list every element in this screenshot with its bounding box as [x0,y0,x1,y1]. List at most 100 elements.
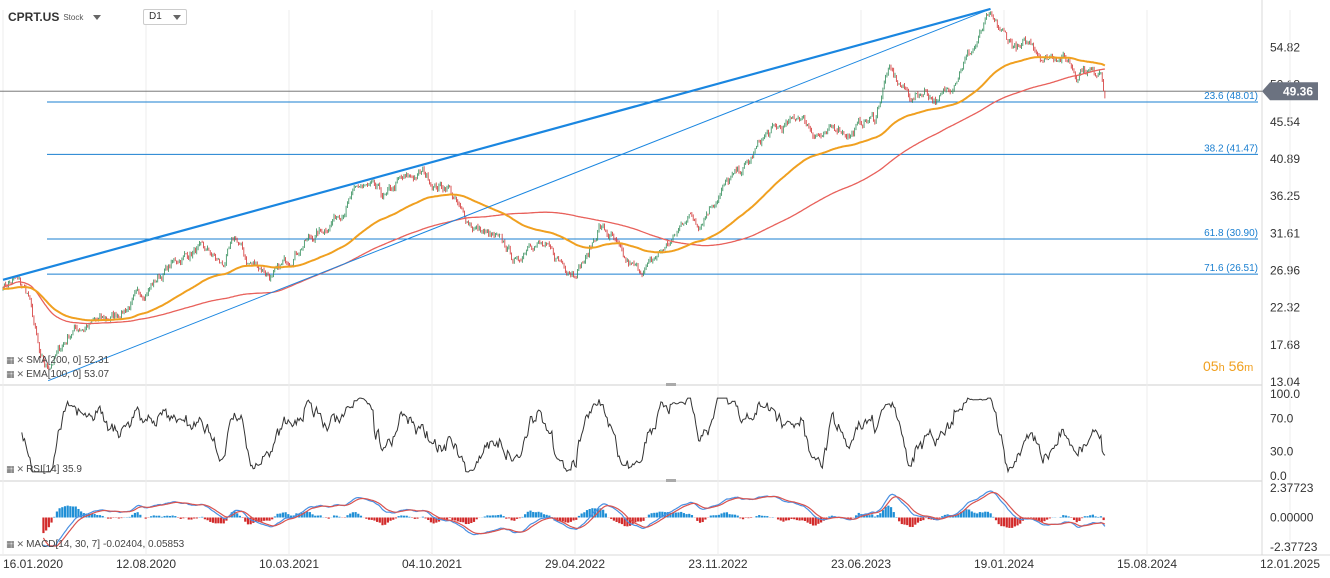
macd-hist-bar [276,513,279,518]
rsi-line [21,397,1106,474]
macd-hist-bar [233,511,236,518]
ema-legend[interactable]: ▦ ✕ EMA [100, 0] 53.07 [6,369,109,380]
macd-legend[interactable]: ▦ ✕ MACD [14, 30, 7] -0.02404 , 0.05853 [6,539,184,550]
macd-hist-bar [854,515,858,518]
macd-hist-bar [634,517,637,523]
macd-hist-bar [575,517,578,520]
macd-hist-bar [71,506,75,518]
close-icon[interactable]: ✕ [16,355,25,365]
rsi-legend[interactable]: ▦ ✕ RSI [14] 35.9 [6,464,82,475]
macd-hist-bar [1048,517,1051,519]
time-tick-label: 29.04.2022 [545,557,605,571]
macd-params: [14, 30, 7] [55,539,100,550]
current-price-value: 49.36 [1283,85,1313,99]
macd-tick-label: 2.37723 [1270,481,1314,495]
macd-hist-bar [365,517,368,519]
macd-hist-bar [316,515,320,518]
timeframe-selector[interactable]: D1 [143,9,187,25]
close-icon[interactable]: ✕ [16,464,25,474]
macd-hist-bar [577,515,581,518]
macd-hist-bar [615,517,618,522]
macd-hist-bar [244,517,247,522]
macd-hist-bar [268,517,271,521]
macd-hist-bar [160,516,163,518]
macd-hist-bar [604,513,607,518]
grid-icon[interactable]: ▦ [6,464,15,474]
rsi-params: [14] [42,464,60,475]
rsi-value: 35.9 [62,464,82,475]
current-price-tag [1262,82,1318,101]
macd-hist-bar [435,517,438,523]
macd-hist-bar [400,515,403,518]
macd-hist-bar [569,517,572,522]
countdown-minutes: 56 [1228,358,1245,374]
ema-line [2,56,1106,322]
macd-hist-bar [782,517,785,522]
macd-hist-bar [650,513,653,518]
macd-hist-bar [790,517,793,519]
macd-hist-bar [1075,517,1078,523]
macd-hist-bar [144,517,147,519]
macd-hist-bar [580,513,583,518]
macd-hist-bar [131,514,134,518]
macd-hist-bar [499,514,503,518]
macd-hist-bar [238,515,241,518]
sma-params: [200, 0] [47,355,82,366]
grid-icon[interactable]: ▦ [6,355,15,365]
price-tick-label: 26.96 [1270,264,1300,278]
rsi-tick-label: 70.0 [1270,412,1294,426]
dropdown-caret-icon[interactable] [173,15,181,20]
macd-hist-bar [558,517,562,522]
macd-hist-bar [171,515,174,518]
macd-hist-bar [828,516,831,518]
macd-hist-bar [168,515,172,518]
close-icon[interactable]: ✕ [16,539,25,549]
macd-hist-bar [448,517,451,519]
macd-hist-bar [74,506,77,518]
macd-hist-bar [1035,517,1038,521]
macd-hist-bar [712,515,715,518]
macd-hist-bar [976,513,979,518]
candles [2,11,1106,370]
grid-icon[interactable]: ▦ [6,369,15,379]
macd-hist-bar [149,516,153,518]
price-tick-label: 17.68 [1270,338,1300,352]
macd-hist-bar [715,515,718,518]
macd-hist-bar [572,517,575,521]
macd-hist-bar [1027,517,1030,519]
macd-hist-bar [257,517,260,522]
macd-hist-bar [432,517,435,524]
macd-hist-bar [494,515,497,518]
macd-hist-bar [483,516,486,518]
close-icon[interactable]: ✕ [16,369,25,379]
macd-hist-bar [338,516,341,518]
macd-hist-bar [825,517,828,519]
macd-hist-bar [685,514,688,518]
sma-legend[interactable]: ▦ ✕ SMA [200, 0] 52.31 [6,355,109,366]
macd-hist-bar [90,513,93,518]
grid-icon[interactable]: ▦ [6,539,15,549]
macd-hist-bar [984,511,987,518]
macd-hist-bar [534,512,537,518]
rsi-tick-label: 100.0 [1270,387,1300,401]
macd-hist-bar [376,517,379,522]
macd-hist-bar [456,517,459,522]
macd-hist-bar [666,512,669,518]
macd-hist-bar [1083,516,1086,518]
macd-hist-bar [787,517,790,521]
ema-params: [100, 0] [47,369,82,380]
macd-hist-bar [429,517,433,523]
macd-hist-bar [311,514,314,518]
macd-hist-bar [583,512,586,518]
macd-hist-bar [190,517,193,520]
dropdown-caret-icon[interactable] [93,14,102,20]
price-tick-label: 45.54 [1270,115,1300,129]
macd-hist-bar [997,517,1000,525]
macd-hist-bar [585,510,589,518]
symbol-selector[interactable]: CPRT.US Stock [8,8,102,26]
macd-hist-bar [758,515,761,518]
macd-hist-bar [653,512,656,518]
macd-hist-bar [537,511,540,518]
macd-hist-bar [367,517,371,520]
